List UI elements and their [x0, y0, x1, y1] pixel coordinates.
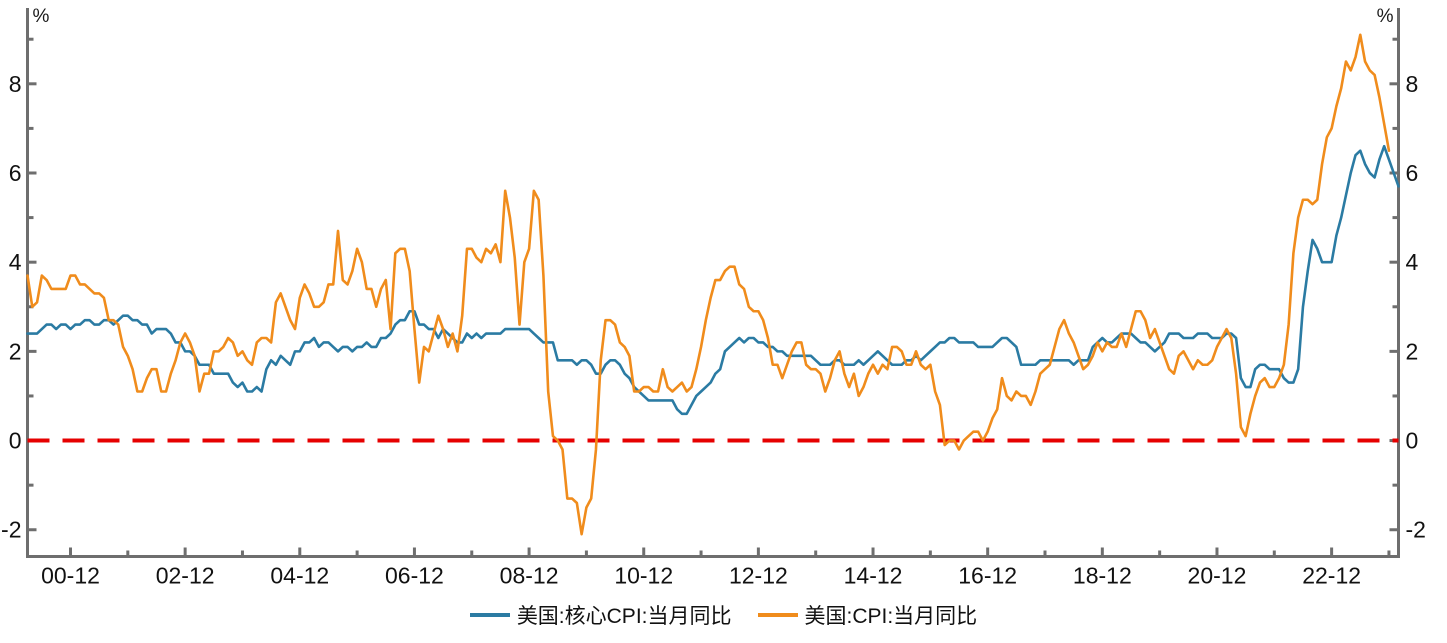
series-line-core-cpi — [26, 144, 1400, 416]
legend-swatch-cpi — [757, 613, 798, 617]
x-axis-label: 20-12 — [1188, 563, 1247, 589]
x-axis-label: 14-12 — [844, 563, 903, 589]
y-axis-label-right: 6 — [1406, 160, 1419, 186]
y-axis-label-right: 8 — [1406, 71, 1419, 97]
y-axis-label-right: -2 — [1406, 517, 1426, 543]
y-unit-left: % — [33, 6, 50, 27]
x-axis-label: 00-12 — [41, 563, 100, 589]
x-axis-label: 02-12 — [156, 563, 215, 589]
legend-swatch-core-cpi — [469, 613, 510, 617]
legend-label-cpi: 美国:CPI:当月同比 — [804, 605, 978, 628]
x-axis-label: 12-12 — [729, 563, 788, 589]
legend-label-core-cpi: 美国:核心CPI:当月同比 — [516, 605, 732, 628]
legend-item-cpi[interactable]: 美国:CPI:当月同比 — [757, 600, 978, 630]
y-axis-label-left: -2 — [1, 517, 21, 543]
x-axis-label: 18-12 — [1073, 563, 1132, 589]
x-axis-label: 04-12 — [270, 563, 329, 589]
y-axis-label-right: 0 — [1406, 428, 1419, 454]
chart-legend: 美国:核心CPI:当月同比 美国:CPI:当月同比 — [0, 600, 1447, 630]
y-axis-label-left: 4 — [9, 249, 22, 275]
y-axis-label-left: 8 — [9, 71, 22, 97]
x-axis-label: 08-12 — [500, 563, 559, 589]
y-axis-label-left: 0 — [9, 428, 22, 454]
y-unit-right: % — [1377, 6, 1394, 27]
plot-axes — [26, 8, 1400, 558]
y-axis-label-right: 2 — [1406, 338, 1419, 364]
y-axis-label-right: 4 — [1406, 249, 1419, 275]
y-axis-label-left: 6 — [9, 160, 22, 186]
series-line-cpi — [26, 33, 1391, 536]
x-axis-label: 06-12 — [385, 563, 444, 589]
x-axis-label: 22-12 — [1302, 563, 1361, 589]
x-axis-label: 16-12 — [958, 563, 1017, 589]
x-axis-label: 10-12 — [614, 563, 673, 589]
legend-item-core-cpi[interactable]: 美国:核心CPI:当月同比 — [469, 600, 732, 630]
y-axis-label-left: 2 — [9, 338, 22, 364]
